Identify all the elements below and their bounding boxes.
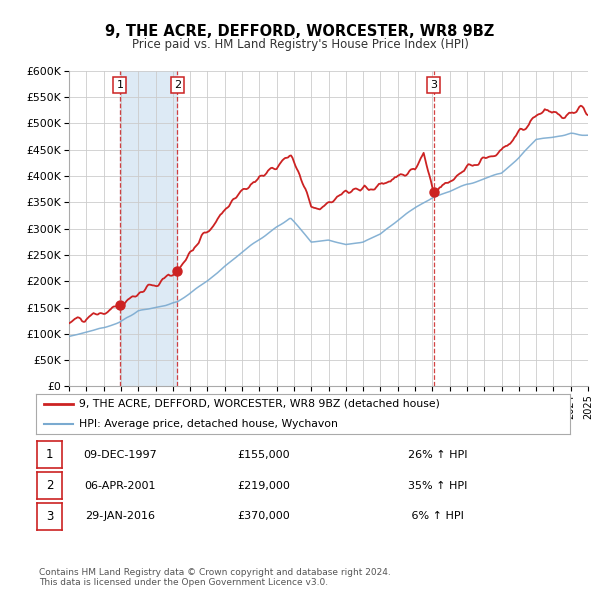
- Text: HPI: Average price, detached house, Wychavon: HPI: Average price, detached house, Wych…: [79, 419, 338, 428]
- Text: 1: 1: [46, 448, 53, 461]
- Text: 2: 2: [174, 80, 181, 90]
- Text: 09-DEC-1997: 09-DEC-1997: [83, 450, 157, 460]
- Text: 1: 1: [116, 80, 124, 90]
- Text: Price paid vs. HM Land Registry's House Price Index (HPI): Price paid vs. HM Land Registry's House …: [131, 38, 469, 51]
- Text: 6% ↑ HPI: 6% ↑ HPI: [408, 512, 464, 521]
- Text: £155,000: £155,000: [238, 450, 290, 460]
- Text: Contains HM Land Registry data © Crown copyright and database right 2024.
This d: Contains HM Land Registry data © Crown c…: [39, 568, 391, 587]
- Text: 3: 3: [46, 510, 53, 523]
- Text: 35% ↑ HPI: 35% ↑ HPI: [408, 481, 467, 490]
- Text: 3: 3: [430, 80, 437, 90]
- Bar: [120, 71, 178, 386]
- Text: £370,000: £370,000: [238, 512, 290, 521]
- Text: 06-APR-2001: 06-APR-2001: [84, 481, 156, 490]
- Text: 2: 2: [46, 479, 53, 492]
- Text: 29-JAN-2016: 29-JAN-2016: [85, 512, 155, 521]
- Text: 26% ↑ HPI: 26% ↑ HPI: [408, 450, 467, 460]
- Text: £219,000: £219,000: [238, 481, 290, 490]
- Text: 9, THE ACRE, DEFFORD, WORCESTER, WR8 9BZ: 9, THE ACRE, DEFFORD, WORCESTER, WR8 9BZ: [106, 24, 494, 38]
- Text: 9, THE ACRE, DEFFORD, WORCESTER, WR8 9BZ (detached house): 9, THE ACRE, DEFFORD, WORCESTER, WR8 9BZ…: [79, 399, 440, 408]
